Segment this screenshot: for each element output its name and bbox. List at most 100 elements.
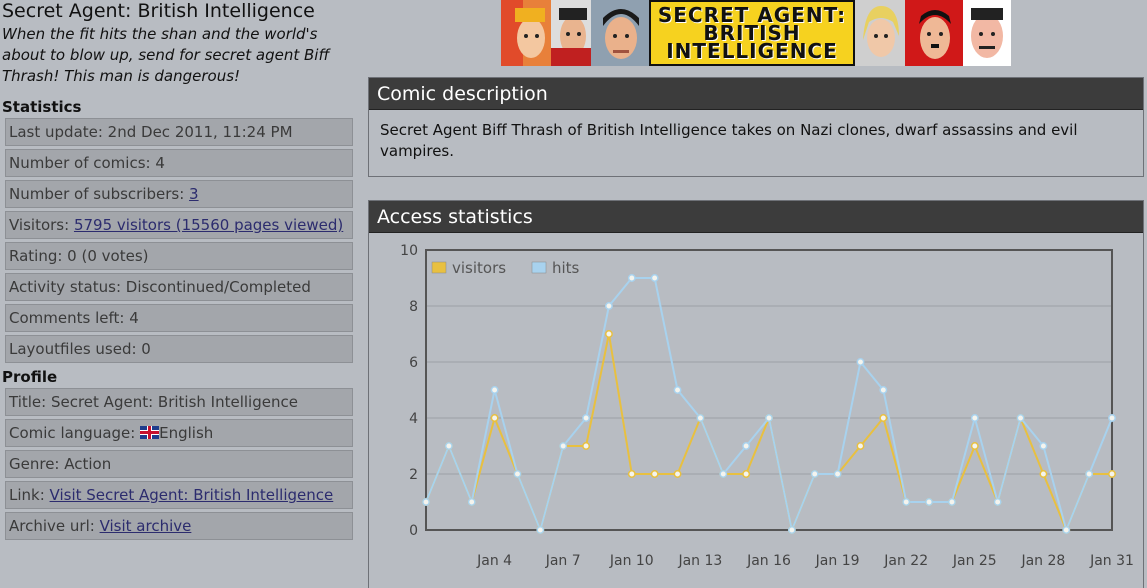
x-tick-label: Jan 28 <box>1020 553 1065 569</box>
data-point-hits <box>972 415 978 421</box>
x-tick-label: Jan 13 <box>677 553 722 569</box>
legend-label-hits: hits <box>552 259 580 277</box>
y-tick-label: 10 <box>400 243 418 259</box>
access-statistics-panel: Access statistics 0 2 4 6 8 10 Jan 4 Jan 7 Jan 1… <box>368 200 1144 588</box>
statistics-heading: Statistics <box>0 96 356 118</box>
data-point-hits <box>857 359 863 365</box>
character-portrait-icon <box>591 0 649 66</box>
archive-url: Archive url: Visit archive <box>5 512 353 540</box>
data-point-hits <box>629 275 635 281</box>
data-point-visitors <box>743 471 749 477</box>
data-point-visitors <box>606 331 612 337</box>
data-point-hits <box>743 443 749 449</box>
language-label: Comic language: <box>9 424 140 442</box>
data-point-hits <box>606 303 612 309</box>
character-portrait-icon <box>963 0 1011 66</box>
data-point-hits <box>1040 443 1046 449</box>
data-point-visitors <box>1109 471 1115 477</box>
character-portrait-icon <box>551 0 591 66</box>
comic-language: Comic language: English <box>5 419 353 447</box>
access-chart-svg: 0 2 4 6 8 10 Jan 4 Jan 7 Jan 10 Jan 13 Jan 16 Jan 1… <box>369 234 1145 588</box>
access-chart: 0 2 4 6 8 10 Jan 4 Jan 7 Jan 10 Jan 13 Jan 16 Jan 1… <box>369 234 1145 588</box>
data-point-visitors <box>583 443 589 449</box>
y-tick-label: 2 <box>409 467 418 483</box>
data-point-hits <box>880 387 886 393</box>
data-point-visitors <box>1040 471 1046 477</box>
comic-link: Link: Visit Secret Agent: British Intell… <box>5 481 353 509</box>
data-point-hits <box>697 415 703 421</box>
data-point-hits <box>583 415 589 421</box>
y-tick-label: 0 <box>409 523 418 539</box>
data-point-hits <box>1017 415 1023 421</box>
data-point-visitors <box>674 471 680 477</box>
data-point-hits <box>994 499 1000 505</box>
visit-comic-link[interactable]: Visit Secret Agent: British Intelligence <box>50 486 334 504</box>
data-point-visitors <box>972 443 978 449</box>
data-point-hits <box>789 527 795 533</box>
data-point-visitors <box>857 443 863 449</box>
data-point-hits <box>903 499 909 505</box>
genre: Genre: Action <box>5 450 353 478</box>
comic-logo: SECRET AGENT: BRITISH INTELLIGENCE <box>649 0 855 66</box>
character-portrait-icon <box>905 0 963 66</box>
data-point-hits <box>514 471 520 477</box>
data-point-hits <box>834 471 840 477</box>
archive-label: Archive url: <box>9 517 100 535</box>
y-tick-label: 4 <box>409 411 418 427</box>
data-point-hits <box>1063 527 1069 533</box>
data-point-hits <box>469 499 475 505</box>
subscribers-link[interactable]: 3 <box>189 185 199 203</box>
data-point-visitors <box>651 471 657 477</box>
left-column: Secret Agent: British Intelligence When … <box>0 0 356 543</box>
data-point-hits <box>560 443 566 449</box>
x-tick-label: Jan 19 <box>815 553 860 569</box>
data-point-hits <box>949 499 955 505</box>
number-of-comics: Number of comics: 4 <box>5 149 353 177</box>
data-point-hits <box>1109 415 1115 421</box>
legend-swatch-hits <box>532 262 546 273</box>
data-point-visitors <box>880 415 886 421</box>
character-portrait-icon <box>855 0 905 66</box>
comic-description-panel: Comic description Secret Agent Biff Thra… <box>368 77 1144 177</box>
comments-left: Comments left: 4 <box>5 304 353 332</box>
data-point-hits <box>423 499 429 505</box>
legend-swatch-visitors <box>432 262 446 273</box>
comic-banner[interactable]: SECRET AGENT: BRITISH INTELLIGENCE <box>501 0 1013 66</box>
data-point-hits <box>651 275 657 281</box>
y-tick-label: 8 <box>409 299 418 315</box>
data-point-visitors <box>629 471 635 477</box>
subscribers-label: Number of subscribers: <box>9 185 189 203</box>
data-point-hits <box>926 499 932 505</box>
site-title: Secret Agent: British Intelligence <box>0 0 356 22</box>
x-tick-label: Jan 31 <box>1089 553 1134 569</box>
x-tick-label: Jan 4 <box>476 553 512 569</box>
data-point-hits <box>812 471 818 477</box>
comic-description-text: Secret Agent Biff Thrash of British Inte… <box>369 110 1143 174</box>
site-tagline: When the fit hits the shan and the world… <box>0 22 355 87</box>
profile-heading: Profile <box>0 366 356 388</box>
x-tick-label: Jan 22 <box>883 553 928 569</box>
x-tick-label: Jan 7 <box>545 553 581 569</box>
profile-title: Title: Secret Agent: British Intelligenc… <box>5 388 353 416</box>
language-value: English <box>159 424 213 442</box>
link-label: Link: <box>9 486 50 504</box>
visit-archive-link[interactable]: Visit archive <box>100 517 192 535</box>
visitors-link[interactable]: 5795 visitors (15560 pages viewed) <box>74 216 343 234</box>
visitors: Visitors: 5795 visitors (15560 pages vie… <box>5 211 353 239</box>
data-point-hits <box>537 527 543 533</box>
data-point-hits <box>491 387 497 393</box>
x-tick-label: Jan 25 <box>952 553 997 569</box>
character-portrait-icon <box>501 0 551 66</box>
layoutfiles-used: Layoutfiles used: 0 <box>5 335 353 363</box>
last-update: Last update: 2nd Dec 2011, 11:24 PM <box>5 118 353 146</box>
uk-flag-icon <box>140 426 159 439</box>
comic-description-heading: Comic description <box>369 78 1143 110</box>
legend-label-visitors: visitors <box>452 259 506 277</box>
data-point-visitors <box>491 415 497 421</box>
data-point-hits <box>766 415 772 421</box>
logo-line-3: INTELLIGENCE <box>666 42 838 60</box>
visitors-label: Visitors: <box>9 216 74 234</box>
data-point-hits <box>720 471 726 477</box>
y-tick-label: 6 <box>409 355 418 371</box>
rating: Rating: 0 (0 votes) <box>5 242 353 270</box>
